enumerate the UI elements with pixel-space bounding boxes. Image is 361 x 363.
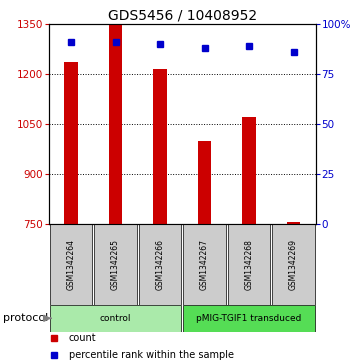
Text: control: control [100, 314, 131, 323]
Text: GSM1342265: GSM1342265 [111, 239, 120, 290]
Bar [243, 117, 256, 224]
Bar [94, 224, 137, 305]
Bar [183, 224, 226, 305]
Bar [198, 141, 211, 224]
Text: GSM1342267: GSM1342267 [200, 239, 209, 290]
Text: GSM1342269: GSM1342269 [289, 239, 298, 290]
Bar [153, 69, 167, 224]
Bar [49, 224, 92, 305]
Text: GSM1342266: GSM1342266 [156, 239, 165, 290]
Bar [49, 305, 182, 332]
Bar [139, 224, 182, 305]
Text: GSM1342268: GSM1342268 [245, 239, 253, 290]
Text: pMIG-TGIF1 transduced: pMIG-TGIF1 transduced [196, 314, 302, 323]
Bar [228, 224, 270, 305]
Bar [287, 222, 300, 224]
Bar [183, 305, 315, 332]
Text: GSM1342264: GSM1342264 [66, 239, 75, 290]
Text: count: count [69, 333, 96, 343]
Title: GDS5456 / 10408952: GDS5456 / 10408952 [108, 8, 257, 23]
Bar [272, 224, 315, 305]
Bar [64, 62, 78, 224]
Bar [109, 24, 122, 224]
Text: percentile rank within the sample: percentile rank within the sample [69, 350, 234, 360]
Text: protocol: protocol [4, 313, 49, 323]
